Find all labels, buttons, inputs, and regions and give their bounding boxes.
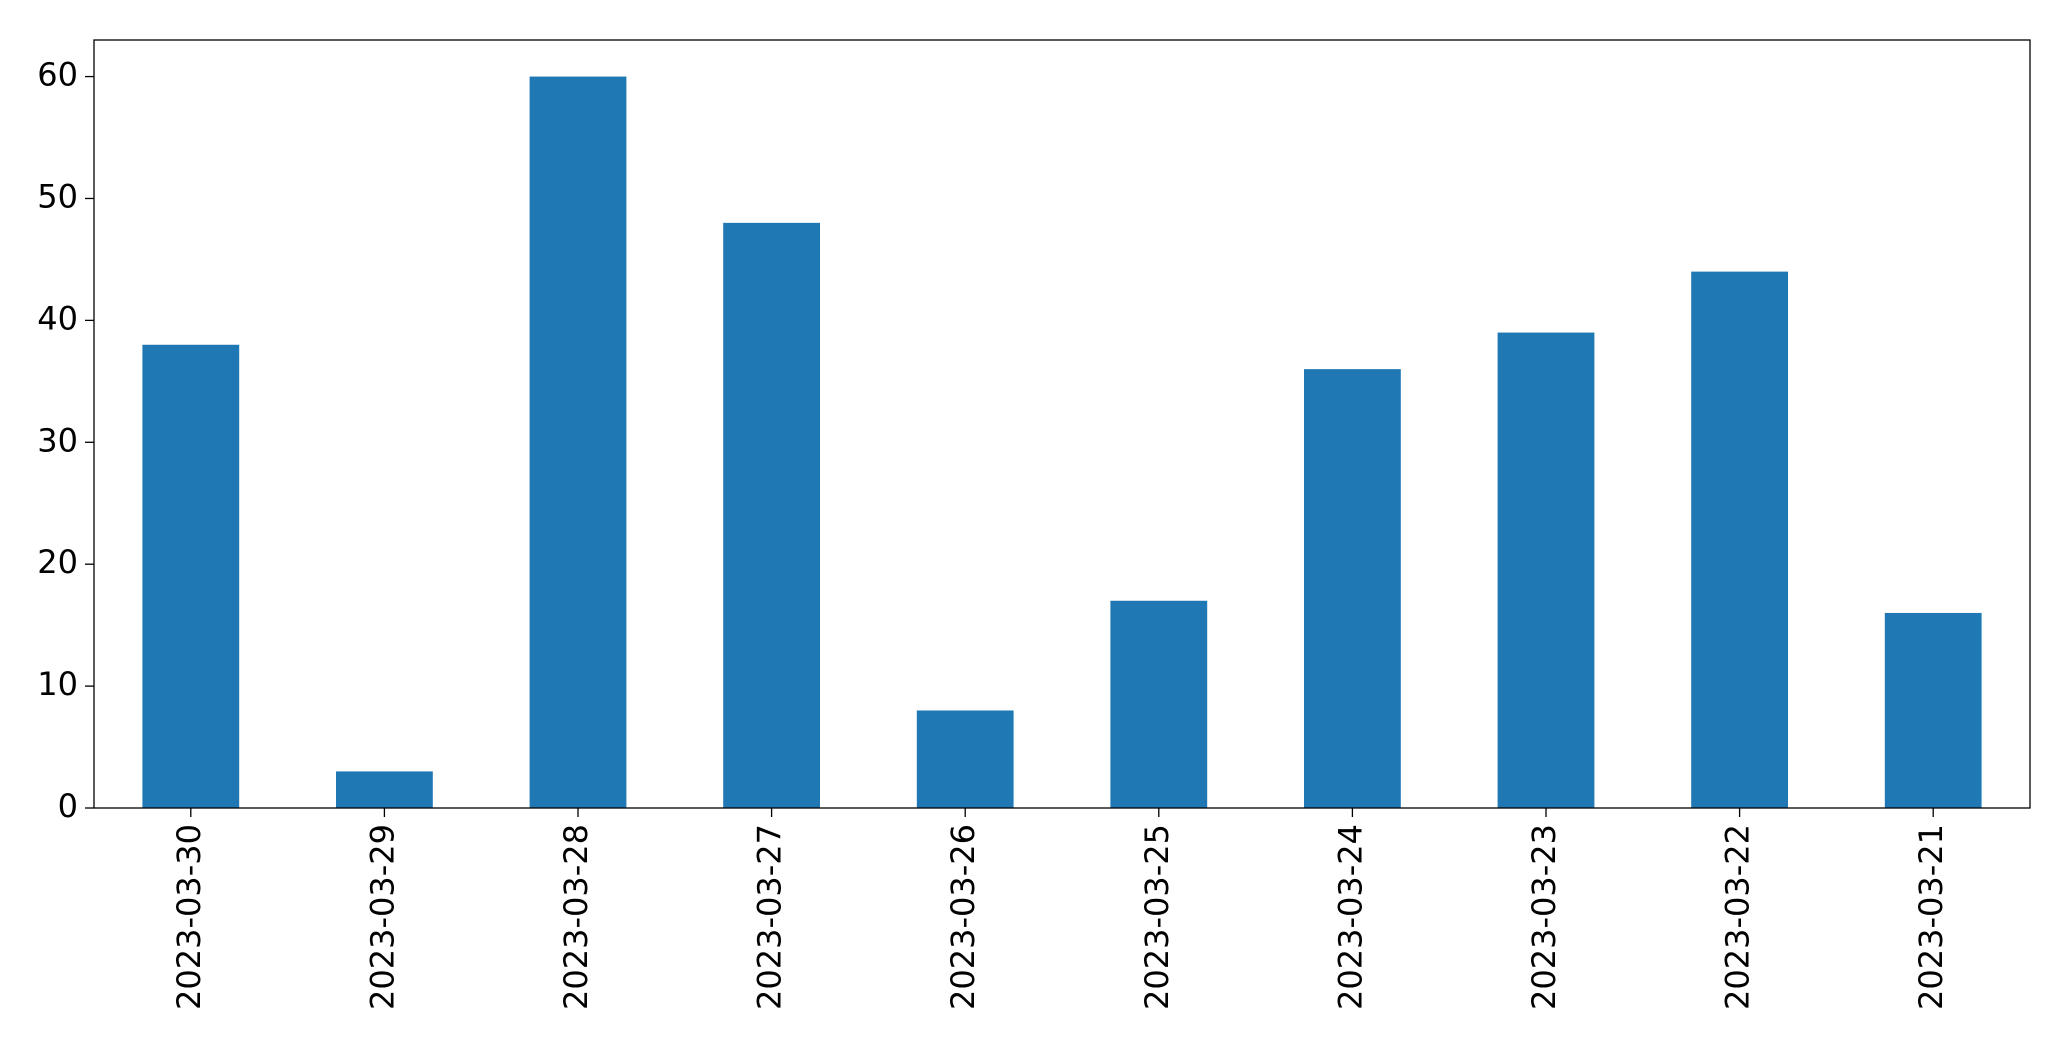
bar [1110,600,1208,808]
y-tick-label: 60 [37,56,78,94]
plot-frame [93,39,2031,809]
x-tick-label: 2023-03-28 [557,824,595,1010]
bar [1497,332,1595,808]
y-tick-label: 40 [37,299,78,337]
x-tick-label: 2023-03-30 [170,824,208,1010]
y-tick-label: 10 [37,665,78,703]
bar [723,222,820,808]
bar [142,344,240,808]
y-tick-label: 30 [37,421,78,459]
x-tick-label: 2023-03-26 [944,824,982,1010]
x-tick-label: 2023-03-25 [1138,824,1176,1010]
y-tick-label: 0 [58,787,78,825]
bar [1304,369,1401,808]
x-tick-label: 2023-03-29 [363,824,401,1010]
bar [1884,612,1982,808]
x-tick-label: 2023-03-27 [751,824,789,1010]
bar [529,76,627,809]
y-tick-label: 20 [37,543,78,581]
x-tick-label: 2023-03-23 [1525,824,1563,1010]
bar [336,771,433,808]
x-tick-label: 2023-03-21 [1912,824,1950,1010]
x-tick-label: 2023-03-22 [1719,824,1757,1010]
y-tick-label: 50 [37,177,78,215]
bar [1691,271,1788,809]
x-tick-label: 2023-03-24 [1331,824,1369,1010]
bar [916,710,1014,808]
